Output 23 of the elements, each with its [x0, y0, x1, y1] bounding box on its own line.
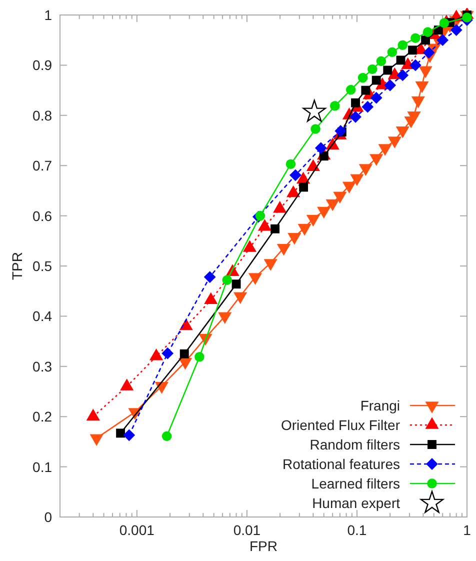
legend-label: Rotational features	[282, 456, 400, 472]
y-tick-label: 0.9	[32, 57, 52, 74]
y-tick-label: 0.3	[32, 358, 52, 374]
x-axis-title: FPR	[250, 538, 278, 554]
legend-label: Human expert	[312, 495, 400, 511]
y-tick-label: 0.8	[32, 107, 52, 124]
y-tick-label: 1	[44, 7, 52, 23]
y-tick-label: 0.2	[32, 408, 52, 425]
y-tick-label: 0.7	[32, 158, 52, 174]
legend-label: Learned filters	[311, 476, 400, 492]
x-tick-label: 1	[463, 522, 472, 538]
legend-label: Random filters	[310, 436, 400, 452]
x-tick-label: 0.1	[347, 522, 367, 538]
x-tick-label: 0.01	[233, 522, 261, 538]
y-tick-label: 0.4	[32, 308, 52, 324]
y-axis-title: TPR	[9, 252, 25, 280]
y-tick-label: 0.5	[32, 258, 52, 274]
legend-label: Oriented Flux Filter	[280, 417, 400, 433]
y-tick-label: 0.6	[32, 208, 52, 224]
y-tick-label: 0.1	[32, 458, 52, 475]
y-tick-label: 0	[44, 509, 52, 525]
x-tick-label: 0.001	[119, 522, 155, 538]
legend-label: Frangi	[360, 398, 400, 414]
